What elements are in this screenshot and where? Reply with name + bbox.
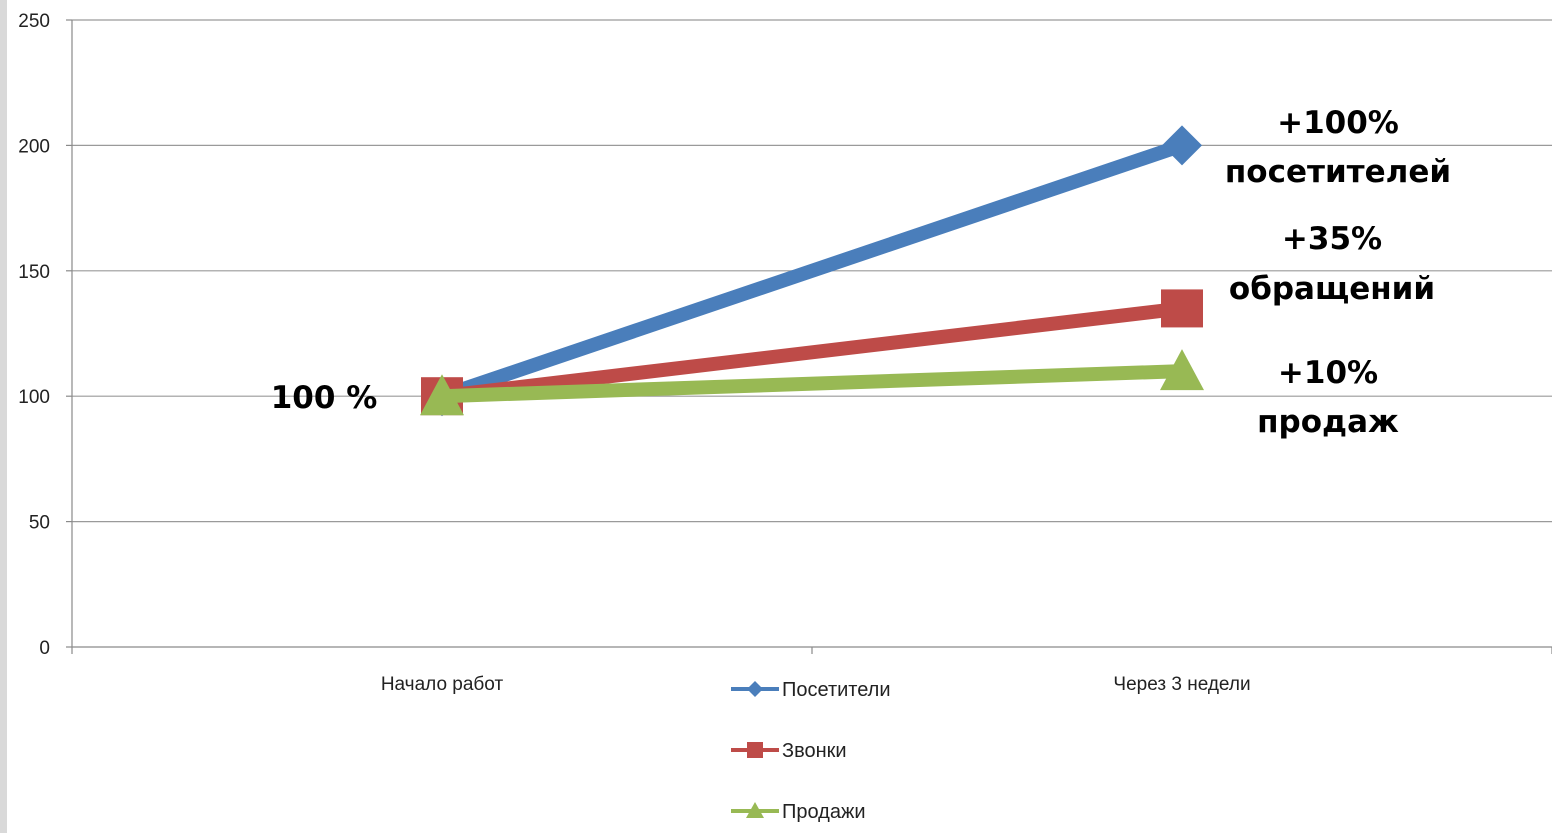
- legend-label-calls: Звонки: [782, 740, 847, 762]
- y-tick-label: 150: [18, 262, 50, 283]
- y-tick-label: 250: [18, 11, 50, 32]
- annotations: 100 % +100% посетителей +35% обращений +…: [271, 105, 1451, 440]
- x-category-label: Через 3 недели: [1113, 674, 1250, 695]
- y-tick-labels: 0 50 100 150 200 250: [18, 11, 50, 659]
- left-edge-strip: [0, 0, 7, 833]
- legend-item-visitors: Посетители: [731, 679, 891, 701]
- legend-square-icon: [747, 742, 763, 758]
- legend-item-calls: Звонки: [731, 740, 847, 762]
- legend: Посетители Звонки Продажи: [731, 679, 891, 823]
- legend-label-sales: Продажи: [782, 801, 866, 823]
- series-lines: [420, 125, 1204, 417]
- series-2: [420, 349, 1204, 416]
- y-tick-label: 50: [29, 513, 50, 534]
- annotation-sales-pct: +10%: [1278, 355, 1378, 391]
- legend-item-sales: Продажи: [731, 801, 866, 823]
- series-line: [441, 301, 1183, 404]
- x-category-labels: Начало работ Через 3 недели: [381, 674, 1251, 695]
- legend-diamond-icon: [747, 681, 763, 697]
- y-tick-label: 100: [18, 387, 50, 408]
- annotation-visitors-pct: +100%: [1277, 105, 1399, 141]
- x-tick-marks: [71, 647, 1552, 654]
- annotation-calls-pct: +35%: [1282, 221, 1382, 257]
- legend-triangle-icon: [746, 802, 764, 818]
- data-point-marker: [1161, 289, 1203, 328]
- annotation-calls-word: обращений: [1229, 271, 1435, 307]
- series-line: [441, 364, 1183, 404]
- annotation-visitors-word: посетителей: [1225, 154, 1451, 190]
- annotation-start: 100 %: [271, 380, 378, 416]
- data-point-marker: [1160, 349, 1204, 391]
- x-category-label: Начало работ: [381, 674, 504, 695]
- y-tick-label: 200: [18, 136, 50, 157]
- legend-label-visitors: Посетители: [782, 679, 891, 701]
- y-tick-label: 0: [39, 638, 50, 659]
- series-line: [439, 138, 1185, 403]
- data-point-marker: [420, 374, 464, 416]
- data-point-marker: [1162, 125, 1202, 166]
- annotation-sales-word: продаж: [1257, 404, 1399, 440]
